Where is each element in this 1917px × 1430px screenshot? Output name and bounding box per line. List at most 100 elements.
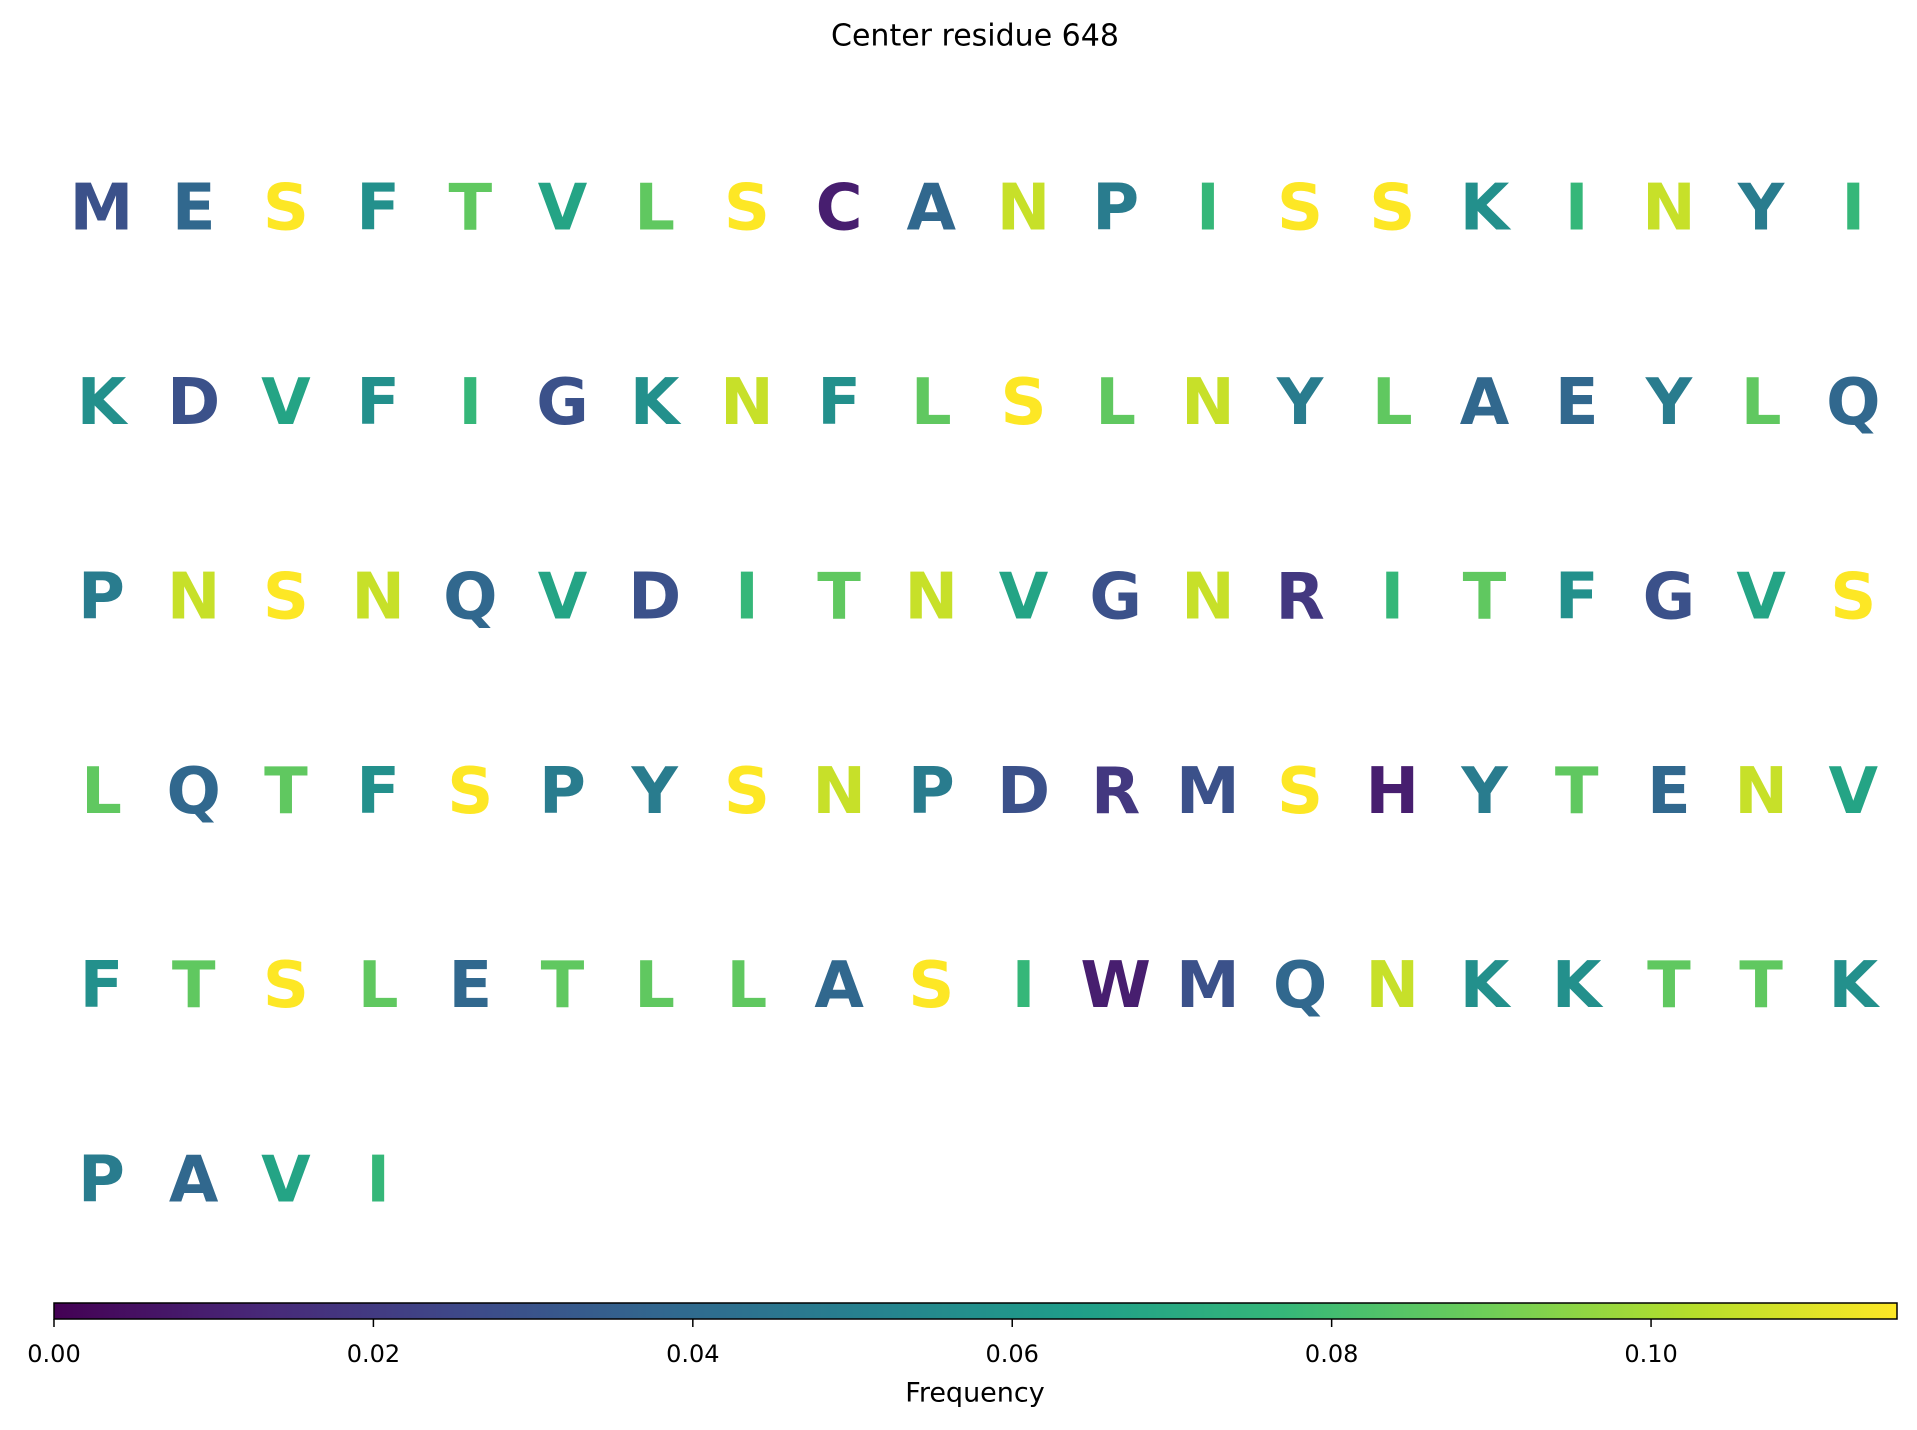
residue: T: [1647, 949, 1691, 1023]
residue: D: [997, 755, 1050, 829]
residue: P: [78, 1144, 125, 1218]
tick-label: 0.00: [27, 1340, 80, 1368]
residue: L: [634, 949, 675, 1023]
residue: S: [1369, 172, 1415, 246]
colorbar: [53, 1302, 1898, 1320]
residue: G: [536, 366, 589, 440]
residue: R: [1091, 755, 1140, 829]
tick-label: 0.10: [1624, 1340, 1677, 1368]
residue: I: [1565, 172, 1589, 246]
residue: M: [70, 172, 134, 246]
residue: A: [1460, 366, 1510, 440]
residue: F: [356, 755, 400, 829]
residue: F: [356, 172, 400, 246]
residue: N: [1642, 172, 1696, 246]
residue: K: [1552, 949, 1604, 1023]
residue: S: [1000, 366, 1046, 440]
residue: T: [1739, 949, 1783, 1023]
residue: F: [356, 366, 400, 440]
residue: Y: [1460, 755, 1508, 829]
residue: N: [1181, 366, 1235, 440]
residue: G: [1089, 560, 1142, 634]
residue: T: [817, 560, 861, 634]
residue: S: [263, 560, 309, 634]
residue: E: [448, 949, 492, 1023]
residue: N: [1181, 560, 1235, 634]
residue: T: [172, 949, 216, 1023]
residue: Q: [1273, 949, 1327, 1023]
residue: S: [724, 172, 770, 246]
residue: N: [812, 755, 866, 829]
residue: I: [1841, 172, 1865, 246]
residue: P: [1092, 172, 1139, 246]
colorbar-label: Frequency: [905, 1378, 1045, 1409]
residue: S: [263, 949, 309, 1023]
residue: I: [458, 366, 482, 440]
residue: M: [1176, 755, 1240, 829]
residue: V: [999, 560, 1049, 634]
residue: Y: [1737, 172, 1785, 246]
residue: L: [911, 366, 952, 440]
residue: Q: [443, 560, 497, 634]
residue: L: [727, 949, 768, 1023]
residue: S: [263, 172, 309, 246]
residue: T: [448, 172, 492, 246]
residue: E: [1647, 755, 1691, 829]
residue: L: [1741, 366, 1782, 440]
residue: M: [1176, 949, 1240, 1023]
residue: K: [77, 366, 129, 440]
residue: K: [1460, 949, 1512, 1023]
residue: N: [997, 172, 1051, 246]
residue: I: [366, 1144, 390, 1218]
residue: V: [261, 1144, 311, 1218]
residue: I: [735, 560, 759, 634]
residue: V: [1829, 755, 1879, 829]
residue: C: [816, 172, 863, 246]
residue: K: [630, 366, 682, 440]
residue: V: [261, 366, 311, 440]
residue: I: [1380, 560, 1404, 634]
tick-label: 0.06: [986, 1340, 1039, 1368]
residue: L: [1095, 366, 1136, 440]
residue: A: [907, 172, 957, 246]
residue: R: [1275, 560, 1324, 634]
residue: S: [908, 949, 954, 1023]
residue: A: [814, 949, 864, 1023]
residue: N: [720, 366, 774, 440]
residue: T: [541, 949, 585, 1023]
residue: P: [539, 755, 586, 829]
residue: E: [172, 172, 216, 246]
residue: P: [908, 755, 955, 829]
residue: D: [167, 366, 220, 440]
residue: V: [1736, 560, 1786, 634]
residue: T: [1463, 560, 1507, 634]
residue: K: [1829, 949, 1881, 1023]
residue: Y: [631, 755, 679, 829]
residue: Q: [1826, 366, 1880, 440]
residue: E: [1555, 366, 1599, 440]
residue: S: [1277, 172, 1323, 246]
residue: T: [264, 755, 308, 829]
residue: N: [167, 560, 221, 634]
residue: L: [634, 172, 675, 246]
residue: F: [1555, 560, 1599, 634]
residue: L: [81, 755, 122, 829]
residue: S: [447, 755, 493, 829]
residue: I: [1012, 949, 1036, 1023]
residue: N: [1366, 949, 1420, 1023]
residue: N: [1734, 755, 1788, 829]
residue: K: [1460, 172, 1512, 246]
residue: S: [724, 755, 770, 829]
residue: T: [1555, 755, 1599, 829]
residue: N: [351, 560, 405, 634]
residue: S: [1277, 755, 1323, 829]
residue: G: [1643, 560, 1696, 634]
residue: L: [358, 949, 399, 1023]
tick-label: 0.02: [347, 1340, 400, 1368]
residue: V: [538, 172, 588, 246]
residue: H: [1366, 755, 1420, 829]
residue: F: [80, 949, 124, 1023]
residue: P: [78, 560, 125, 634]
residue: W: [1080, 949, 1151, 1023]
